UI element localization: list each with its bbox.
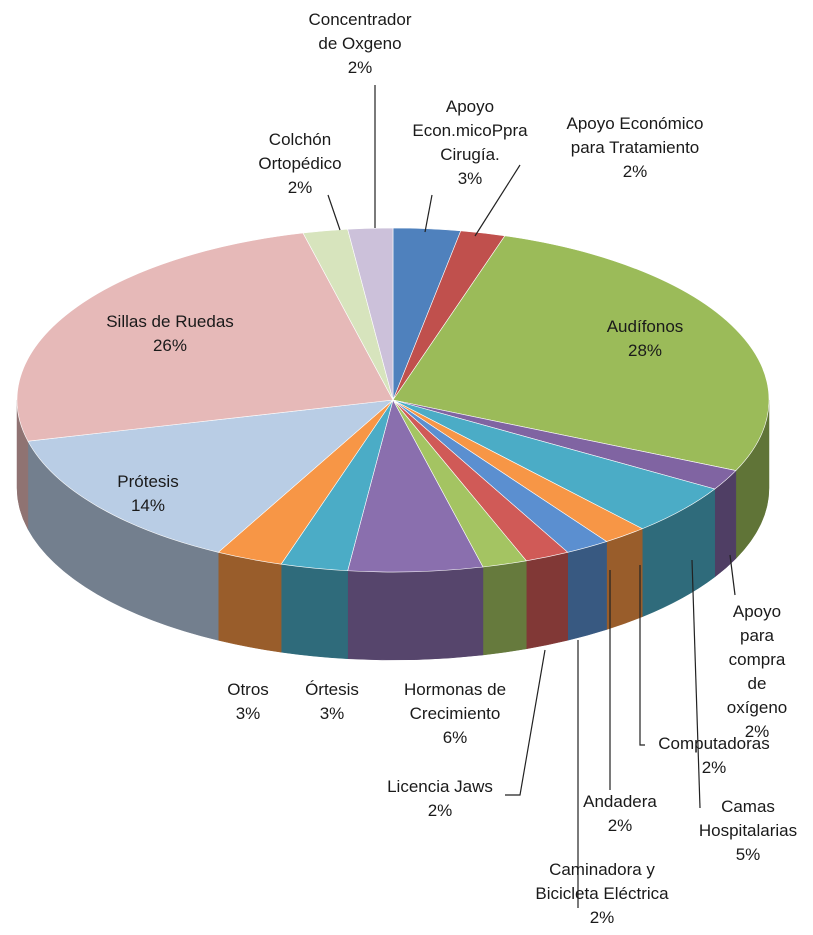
leader-line <box>505 649 546 796</box>
slice-label: Otros 3% <box>227 678 269 726</box>
value-label: 2% <box>427 801 453 820</box>
leader-line <box>639 565 645 746</box>
slice-label: Caminadora y Bicicleta Eléctrica 2% <box>535 858 668 930</box>
slice-label: Apoyo para compra de oxígeno 2% <box>727 600 788 744</box>
value-label: 3% <box>319 704 345 723</box>
slice <box>27 399 394 553</box>
category-label: Apoyo Econ.micoPpra Cirugía. <box>412 97 528 164</box>
slice-side <box>606 528 643 630</box>
category-label: Camas Hospitalarias <box>698 797 798 840</box>
leader-line <box>474 164 521 237</box>
value-label: 2% <box>701 758 727 777</box>
slice-side <box>218 551 282 653</box>
value-label: 2% <box>347 58 373 77</box>
value-label: 2% <box>744 722 770 741</box>
value-label: 3% <box>457 169 483 188</box>
category-label: Prótesis <box>117 472 179 491</box>
slice-label: Órtesis 3% <box>305 678 359 726</box>
category-label: Órtesis <box>305 680 359 699</box>
value-label: 6% <box>442 728 468 747</box>
slice-label: Camas Hospitalarias 5% <box>699 795 797 867</box>
slice <box>392 235 770 471</box>
value-label: 28% <box>627 341 663 360</box>
slice-side <box>567 541 607 641</box>
leader-line <box>691 559 701 809</box>
slice-label: Colchón Ortopédico 2% <box>258 128 341 200</box>
slice-side <box>526 551 568 650</box>
slice-label: Andadera 2% <box>583 790 657 838</box>
slice-label: Audífonos 28% <box>607 315 684 363</box>
value-label: 2% <box>622 162 648 181</box>
value-label: 2% <box>589 908 615 927</box>
value-label: 14% <box>130 496 166 515</box>
leader-line <box>424 194 433 233</box>
category-label: Apoyo para compra de oxígeno <box>726 602 788 717</box>
category-label: Licencia Jaws <box>387 777 493 796</box>
slice-side <box>347 566 484 661</box>
slice-label: Computadoras 2% <box>658 732 770 780</box>
slice-label: Prótesis 14% <box>117 470 178 518</box>
slice-label: Concentrador de Oxgeno 2% <box>308 8 411 80</box>
value-label: 3% <box>235 704 261 723</box>
slice <box>347 399 484 573</box>
value-label: 2% <box>287 178 313 197</box>
slice-label: Apoyo Econ.micoPpra Cirugía. 3% <box>412 95 527 191</box>
slice <box>347 227 394 401</box>
slice-label: Apoyo Económico para Tratamiento 2% <box>566 112 703 184</box>
leader-line <box>327 194 341 231</box>
slice-side <box>482 560 527 656</box>
category-label: Concentrador de Oxgeno <box>308 10 412 53</box>
category-label: Audífonos <box>606 317 684 336</box>
category-label: Colchón Ortopédico <box>258 130 342 173</box>
leader-line <box>729 554 736 596</box>
slice-label: Hormonas de Crecimiento 6% <box>404 678 506 750</box>
value-label: 5% <box>735 845 761 864</box>
category-label: Computadoras <box>658 734 770 753</box>
slice-side <box>280 563 348 660</box>
value-label: 2% <box>607 816 633 835</box>
category-label: Andadera <box>583 792 657 811</box>
category-label: Caminadora y Bicicleta Eléctrica <box>535 860 669 903</box>
category-label: Otros <box>227 680 269 699</box>
value-label: 26% <box>152 336 188 355</box>
category-label: Apoyo Económico para Tratamiento <box>566 114 704 157</box>
slice-label: Licencia Jaws 2% <box>387 775 493 823</box>
slice <box>16 232 394 442</box>
category-label: Hormonas de Crecimiento <box>403 680 507 723</box>
slice-label: Sillas de Ruedas 26% <box>106 310 234 358</box>
category-label: Sillas de Ruedas <box>106 312 234 331</box>
